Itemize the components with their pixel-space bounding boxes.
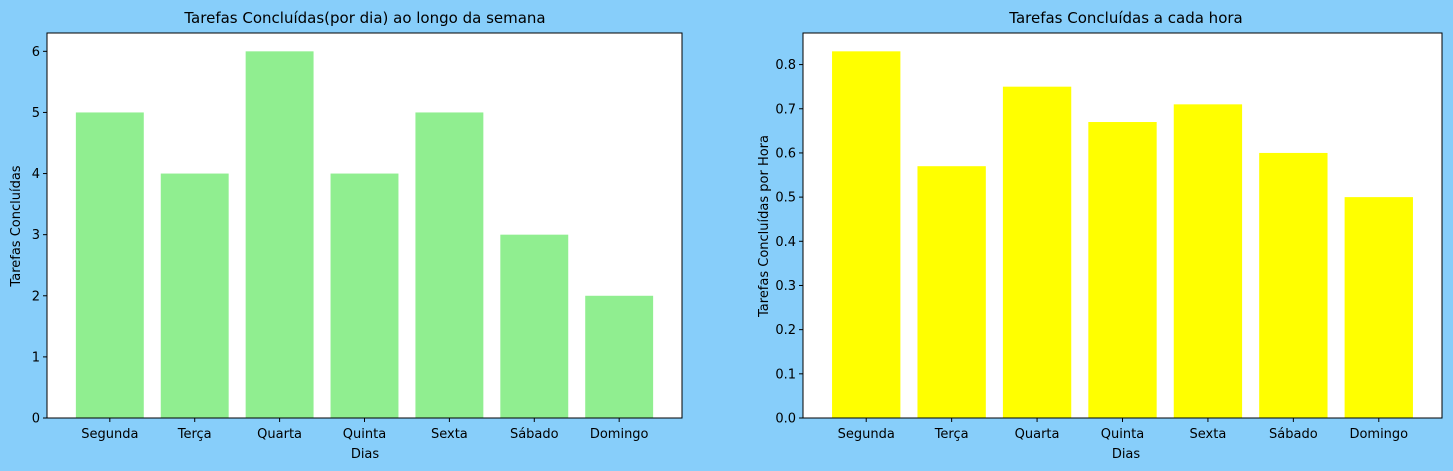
y-tick-label: 4: [32, 167, 40, 182]
x-tick-label: Segunda: [838, 427, 895, 442]
x-tick-label: Sábado: [1269, 427, 1318, 442]
y-tick-label: 0.1: [775, 367, 796, 382]
x-tick-label: Terça: [177, 427, 212, 442]
chart-title: Tarefas Concluídas a cada hora: [1008, 9, 1242, 27]
chart-tasks-per-hour: Tarefas Concluídas a cada hora Segunda Te…: [757, 9, 1443, 462]
bar-sexta: [415, 112, 484, 418]
bars: [832, 51, 1413, 419]
bar-sábado: [500, 234, 569, 418]
y-tick-label: 0.6: [775, 146, 796, 161]
x-tick-label: Sexta: [1190, 427, 1227, 442]
y-ticks: 0 1 2 3 4 5 6: [32, 45, 47, 427]
bar-domingo: [585, 295, 654, 418]
y-tick-label: 0.2: [775, 323, 796, 338]
bar-segunda: [75, 112, 144, 418]
y-tick-label: 0.5: [775, 191, 796, 206]
y-axis-label: Tarefas Concluídas: [9, 165, 24, 287]
bar-quarta: [245, 51, 314, 418]
x-tick-label: Domingo: [1349, 427, 1408, 442]
y-ticks: 0.0 0.1 0.2 0.3 0.4 0.5 0.6 0.7 0.8: [775, 58, 803, 427]
y-tick-label: 0.8: [775, 58, 796, 73]
bar-terça: [917, 166, 986, 418]
y-tick-label: 0.7: [775, 102, 796, 117]
bar-segunda: [832, 51, 901, 418]
y-tick-label: 0.3: [775, 279, 796, 294]
bar-quarta: [1002, 86, 1072, 419]
chart-title: Tarefas Concluídas(por dia) ao longo da …: [183, 9, 545, 27]
x-axis-label: Dias: [351, 447, 380, 462]
bar-sexta: [1173, 104, 1243, 418]
y-tick-label: 2: [32, 289, 40, 304]
x-tick-label: Quarta: [257, 427, 302, 442]
y-axis-label: Tarefas Concluídas por Hora: [757, 135, 772, 318]
x-tick-label: Sexta: [431, 427, 468, 442]
x-axis-label: Dias: [1112, 447, 1141, 462]
y-tick-label: 0: [32, 412, 40, 427]
y-tick-label: 1: [32, 350, 40, 365]
x-tick-label: Quinta: [1101, 427, 1144, 442]
x-tick-label: Terça: [934, 427, 969, 442]
x-tick-label: Sábado: [510, 427, 559, 442]
y-tick-label: 0.0: [775, 412, 796, 427]
bar-domingo: [1344, 197, 1413, 418]
x-ticks: Segunda Terça Quarta Quinta Sexta Sábado Domin…: [81, 418, 649, 442]
x-ticks: Segunda Terça Quarta Quinta Sexta Sábado Domin…: [838, 418, 1408, 442]
x-tick-label: Segunda: [81, 427, 138, 442]
y-tick-label: 3: [32, 228, 40, 243]
bar-quinta: [1088, 122, 1157, 419]
chart-tasks-per-day: Tarefas Concluídas(por dia) ao longo da …: [9, 9, 683, 462]
bar-sábado: [1259, 152, 1328, 418]
y-tick-label: 5: [32, 106, 40, 121]
bar-quinta: [330, 173, 399, 418]
bars: [75, 51, 654, 418]
x-tick-label: Quinta: [343, 427, 386, 442]
bar-terça: [160, 173, 229, 418]
x-tick-label: Domingo: [590, 427, 649, 442]
y-tick-label: 0.4: [775, 235, 796, 250]
y-tick-label: 6: [32, 45, 40, 60]
x-tick-label: Quarta: [1015, 427, 1060, 442]
